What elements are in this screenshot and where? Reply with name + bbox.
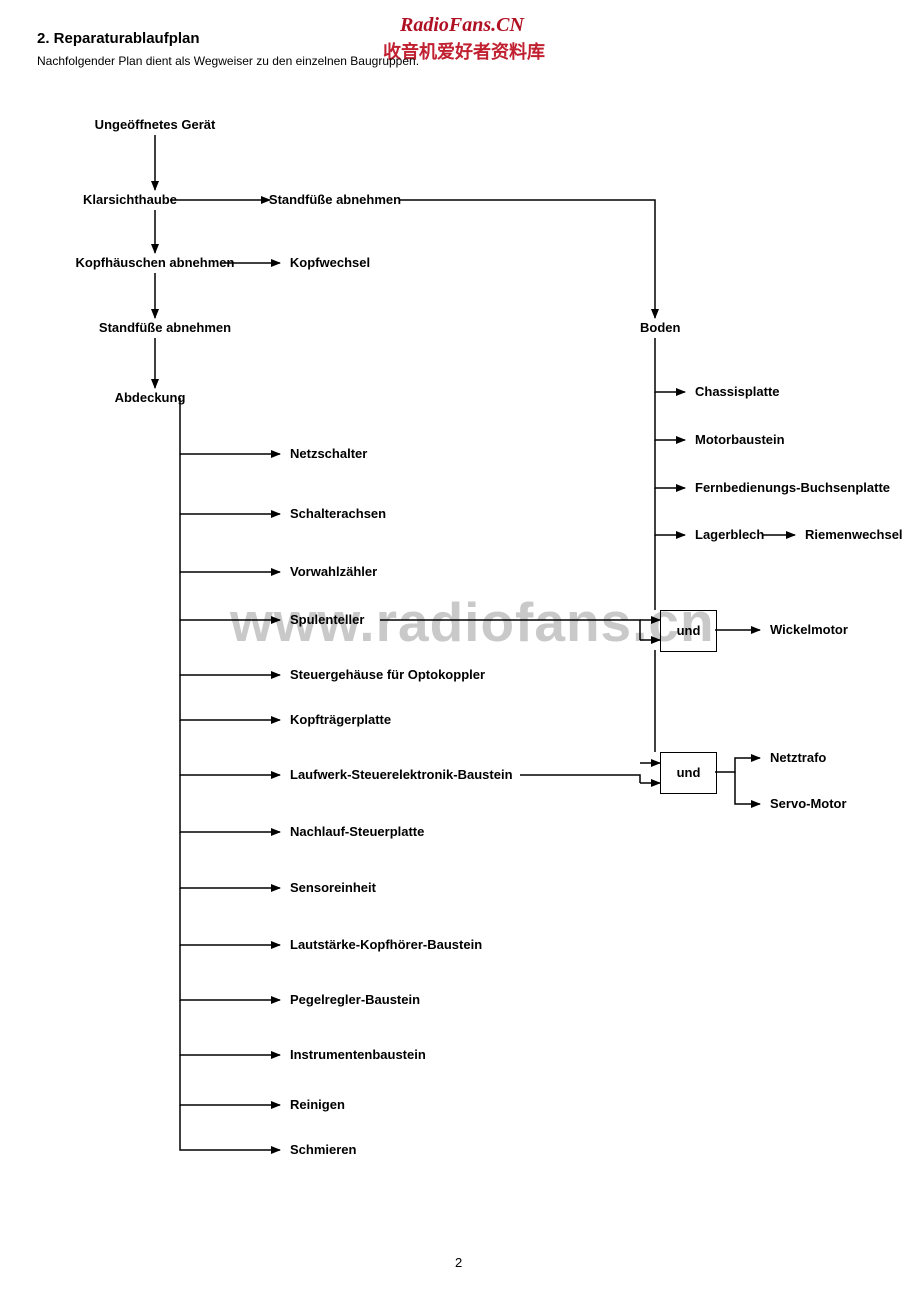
flow-node-netzschalter: Netzschalter [290,446,367,461]
flow-node-kopfh: Kopfhäuschen abnehmen [76,255,235,270]
flow-node-und2: und [660,752,717,794]
flow-node-vorwahl: Vorwahlzähler [290,564,377,579]
flow-node-schmieren: Schmieren [290,1142,356,1157]
flow-node-riemen: Riemenwechsel [805,527,903,542]
flow-node-motorbau: Motorbaustein [695,432,785,447]
flow-node-reinigen: Reinigen [290,1097,345,1112]
flow-node-servo: Servo-Motor [770,796,847,811]
flow-node-lagerblech: Lagerblech [695,527,764,542]
flow-node-und1: und [660,610,717,652]
page-container: RadioFans.CN 收音机爱好者资料库 www.radiofans.cn … [0,0,920,1302]
flow-node-klar: Klarsichthaube [83,192,177,207]
flow-node-lautstaerke: Lautstärke-Kopfhörer-Baustein [290,937,482,952]
flow-node-boden: Boden [640,320,680,335]
flow-node-fernbed: Fernbedienungs-Buchsenplatte [695,480,890,495]
flow-node-start: Ungeöffnetes Gerät [95,117,216,132]
flow-node-kopfwechsel: Kopfwechsel [290,255,370,270]
flow-node-pegel: Pegelregler-Baustein [290,992,420,1007]
flow-node-wickelmotor: Wickelmotor [770,622,848,637]
flow-node-kopftraeger: Kopfträgerplatte [290,712,391,727]
flow-node-standfuesse2: Standfüße abnehmen [99,320,231,335]
flow-node-steuergeh: Steuergehäuse für Optokoppler [290,667,485,682]
flow-node-standfuesse1: Standfüße abnehmen [269,192,401,207]
flow-node-instrument: Instrumentenbaustein [290,1047,426,1062]
flow-node-sensor: Sensoreinheit [290,880,376,895]
flow-node-spulenteller: Spulenteller [290,612,364,627]
flow-node-chassis: Chassisplatte [695,384,780,399]
flow-node-nachlauf: Nachlauf-Steuerplatte [290,824,424,839]
page-number: 2 [455,1255,462,1270]
flow-node-abdeckung: Abdeckung [115,390,186,405]
flow-node-schalterachsen: Schalterachsen [290,506,386,521]
flow-node-netztrafo: Netztrafo [770,750,826,765]
flow-node-laufwerk: Laufwerk-Steuerelektronik-Baustein [290,767,513,782]
